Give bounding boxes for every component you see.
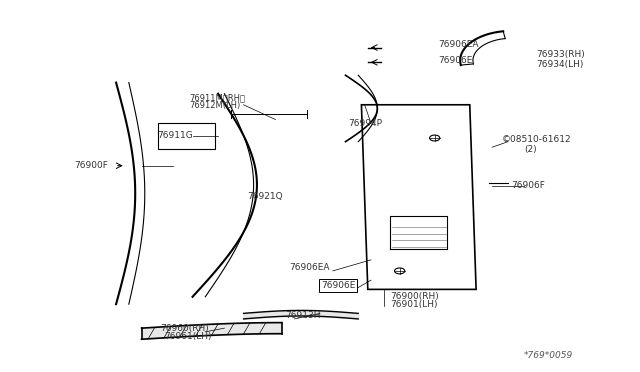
Text: 76906EA: 76906EA [438, 41, 478, 49]
Text: 76911M〈RH〉: 76911M〈RH〉 [189, 93, 245, 102]
Text: 76921Q: 76921Q [246, 192, 282, 201]
Text: *769*0059: *769*0059 [524, 351, 573, 360]
Text: 76912M(LH): 76912M(LH) [189, 101, 241, 110]
Text: 76960(RH): 76960(RH) [161, 324, 209, 333]
Text: 76906E: 76906E [321, 281, 356, 290]
Text: 76961(LH): 76961(LH) [164, 332, 211, 341]
Text: 76994P: 76994P [349, 119, 383, 128]
Text: 76913H: 76913H [285, 311, 321, 320]
Bar [157, 123, 215, 149]
Text: 76906F: 76906F [511, 181, 545, 190]
Text: 76906EA: 76906EA [289, 263, 330, 272]
Text: 76900F: 76900F [75, 161, 109, 170]
Text: 76911G: 76911G [157, 131, 193, 140]
Text: 76900(RH): 76900(RH) [390, 292, 439, 301]
Text: 76901(LH): 76901(LH) [390, 300, 438, 310]
Text: 76906E: 76906E [438, 56, 472, 65]
Text: 76934(LH): 76934(LH) [537, 60, 584, 69]
Text: (2): (2) [524, 145, 536, 154]
Text: ©08510-61612: ©08510-61612 [502, 135, 572, 144]
Text: 76933(RH): 76933(RH) [537, 51, 586, 60]
